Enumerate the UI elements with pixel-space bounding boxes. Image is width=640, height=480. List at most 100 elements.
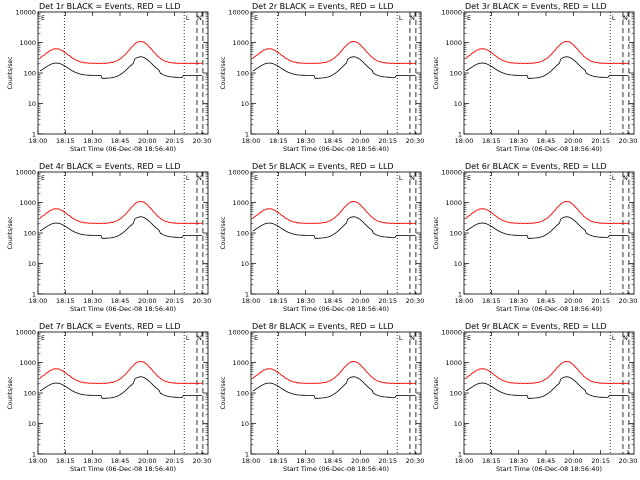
corner-label: E (467, 334, 471, 342)
y-tick-label: 10 (241, 100, 249, 108)
y-tick-label: 100 (24, 69, 36, 77)
x-tick-label: 18:00 (29, 457, 48, 465)
events-series-line (252, 376, 416, 399)
corner-label: N (197, 334, 202, 342)
x-tick-label: 18:30 (83, 297, 102, 305)
corner-label: L (186, 14, 190, 22)
x-tick-label: 20:30 (619, 457, 638, 465)
y-tick-label: 100 (450, 69, 462, 77)
events-series-line (465, 376, 629, 399)
x-tick-label: 20:30 (406, 457, 425, 465)
lld-series-line (252, 200, 416, 225)
panel-det-8: Det 8r BLACK = Events, RED = LLD 1 10 100 10… (220, 322, 424, 473)
x-axis-label: Start Time (06-Dec-08 18:56:40) (496, 305, 602, 313)
x-tick-label: 20:00 (351, 297, 370, 305)
y-tick-label: 10000 (228, 168, 249, 176)
y-tick-label: 1 (32, 290, 36, 298)
y-tick-label: 1000 (232, 39, 249, 47)
corner-label: N (197, 14, 202, 22)
y-tick-label: 10000 (441, 8, 462, 16)
y-tick-label: 1 (245, 450, 249, 458)
x-axis-label: Start Time (06-Dec-08 18:56:40) (496, 145, 602, 153)
corner-label: N (410, 174, 415, 182)
x-tick-label: 18:30 (296, 457, 315, 465)
x-tick-label: 20:15 (378, 297, 397, 305)
panel-det-1: Det 1r BLACK = Events, RED = LLD 1 10 100 10… (7, 2, 211, 153)
lld-series-line (39, 360, 203, 385)
x-axis-label: Start Time (06-Dec-08 18:56:40) (70, 145, 176, 153)
panel-det-6: Det 6r BLACK = Events, RED = LLD 1 10 100 10… (433, 162, 637, 313)
y-tick-label: 100 (237, 69, 249, 77)
lld-series-line (465, 40, 629, 65)
x-tick-label: 18:00 (455, 297, 474, 305)
corner-label: L (186, 174, 190, 182)
y-tick-label: 100 (237, 229, 249, 237)
x-tick-label: 18:30 (83, 137, 102, 145)
x-tick-label: 20:30 (193, 297, 212, 305)
y-tick-label: 10000 (15, 168, 36, 176)
y-axis-label: Counts/sec (433, 216, 440, 249)
x-tick-label: 18:00 (29, 137, 48, 145)
y-axis-label: Counts/sec (220, 56, 227, 89)
x-tick-label: 18:45 (324, 137, 343, 145)
y-axis-label: Counts/sec (433, 376, 440, 409)
x-tick-label: 18:15 (269, 457, 288, 465)
y-axis-label: Counts/sec (220, 376, 227, 409)
panel-det-5: Det 5r BLACK = Events, RED = LLD 1 10 100 10… (220, 162, 424, 313)
x-tick-label: 18:15 (482, 297, 501, 305)
y-tick-label: 100 (24, 389, 36, 397)
y-tick-label: 1000 (445, 39, 462, 47)
y-tick-label: 1000 (19, 199, 36, 207)
y-tick-label: 10 (28, 260, 36, 268)
corner-label: N (410, 14, 415, 22)
y-tick-label: 1000 (445, 199, 462, 207)
corner-label: E (41, 14, 45, 22)
corner-label: L (612, 174, 616, 182)
corner-label: N (623, 14, 628, 22)
x-tick-label: 20:00 (564, 297, 583, 305)
x-tick-label: 18:15 (56, 137, 75, 145)
panel-title: Det 7r BLACK = Events, RED = LLD (39, 322, 181, 331)
events-series-line (39, 56, 203, 79)
y-tick-label: 1 (245, 130, 249, 138)
corner-label: L (399, 174, 403, 182)
corner-label: N (623, 174, 628, 182)
x-tick-label: 20:00 (351, 457, 370, 465)
corner-label: N (623, 334, 628, 342)
y-tick-label: 10000 (441, 328, 462, 336)
x-tick-label: 18:45 (111, 137, 130, 145)
y-tick-label: 10000 (228, 328, 249, 336)
x-tick-label: 18:00 (29, 297, 48, 305)
y-tick-label: 100 (450, 389, 462, 397)
y-axis-label: Counts/sec (7, 216, 14, 249)
y-axis-label: Counts/sec (7, 56, 14, 89)
lld-series-line (252, 360, 416, 385)
corner-label: L (186, 334, 190, 342)
y-tick-label: 1 (458, 450, 462, 458)
corner-label: E (41, 174, 45, 182)
x-tick-label: 20:15 (591, 297, 610, 305)
panel-det-4: Det 4r BLACK = Events, RED = LLD 1 10 100 10… (7, 162, 211, 313)
y-tick-label: 100 (237, 389, 249, 397)
y-tick-label: 1000 (19, 359, 36, 367)
y-tick-label: 10 (454, 100, 462, 108)
lld-series-line (39, 40, 203, 65)
corner-label: E (467, 174, 471, 182)
x-tick-label: 20:30 (193, 137, 212, 145)
y-tick-label: 100 (450, 229, 462, 237)
x-tick-label: 18:45 (111, 457, 130, 465)
corner-label: E (41, 334, 45, 342)
y-tick-label: 10 (241, 420, 249, 428)
corner-label: E (254, 334, 258, 342)
x-tick-label: 20:15 (165, 297, 184, 305)
y-tick-label: 10 (241, 260, 249, 268)
x-tick-label: 18:00 (242, 457, 261, 465)
x-tick-label: 20:00 (564, 137, 583, 145)
x-tick-label: 18:15 (482, 137, 501, 145)
x-tick-label: 20:00 (564, 457, 583, 465)
y-tick-label: 10000 (15, 328, 36, 336)
x-tick-label: 18:00 (455, 457, 474, 465)
corner-label: L (612, 334, 616, 342)
panel-title: Det 1r BLACK = Events, RED = LLD (39, 2, 181, 11)
